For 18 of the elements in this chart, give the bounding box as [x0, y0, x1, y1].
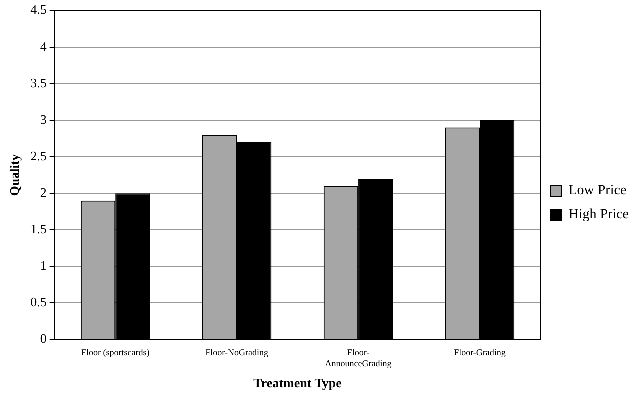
x-tick-label: Floor-AnnounceGrading	[325, 348, 392, 368]
x-tick-label: Floor-NoGrading	[206, 348, 269, 358]
y-tick-label: 4.5	[30, 2, 47, 18]
y-tick-label: 2.5	[30, 148, 47, 164]
legend-label: High Price	[568, 208, 629, 223]
x-tick-label: Floor (sportscards)	[81, 348, 150, 358]
x-tick-label: Floor-Grading	[454, 348, 506, 358]
legend-label: Low Price	[568, 184, 627, 199]
y-tick-label: 3	[40, 112, 47, 127]
x-axis-title: Treatment Type	[254, 376, 342, 391]
y-tick-label: 0.5	[30, 294, 47, 310]
y-tick-label: 3.5	[30, 75, 47, 90]
y-tick-label: 1	[40, 258, 47, 274]
y-tick-label: 4	[40, 38, 48, 54]
y-tick-label: 2	[40, 185, 47, 200]
y-tick-label: 0	[40, 331, 47, 346]
y-axis-title: Quality	[7, 154, 22, 196]
y-tick-label: 1.5	[30, 222, 47, 237]
